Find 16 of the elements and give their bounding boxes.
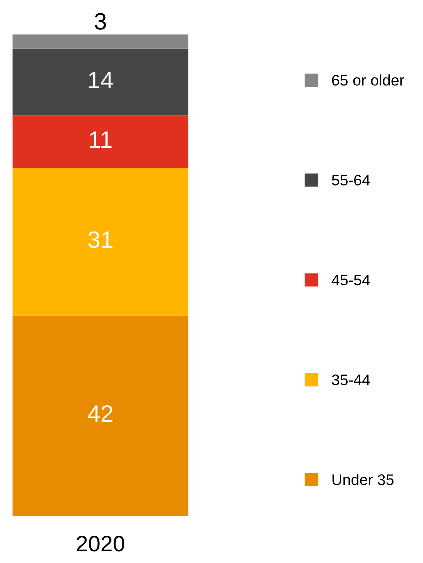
legend-label: 55-64 bbox=[332, 174, 370, 186]
bar bbox=[12, 168, 189, 316]
legend-label: 65 or older bbox=[332, 74, 404, 86]
data-label: 42 bbox=[88, 406, 113, 422]
bar bbox=[12, 34, 189, 49]
bar bbox=[12, 116, 189, 168]
data-label: 3 bbox=[95, 13, 106, 30]
data-label: 31 bbox=[88, 232, 113, 248]
legend-label: Under 35 bbox=[332, 474, 394, 486]
data-label: 14 bbox=[89, 72, 114, 88]
legend-label: 35-44 bbox=[332, 374, 370, 386]
data-label: 11 bbox=[90, 132, 112, 148]
bar bbox=[12, 48, 189, 116]
x-tick-label: 2020 bbox=[77, 536, 125, 552]
bar bbox=[12, 316, 189, 516]
legend-label: 45-54 bbox=[332, 274, 370, 286]
